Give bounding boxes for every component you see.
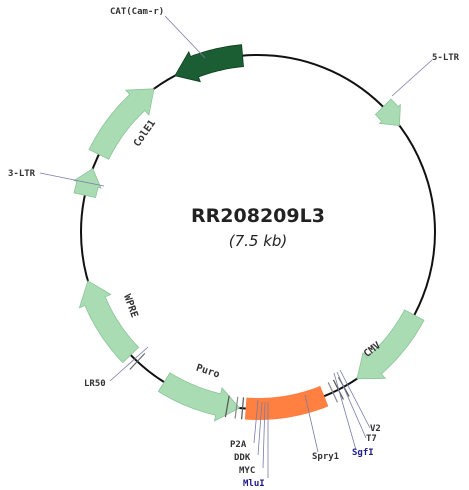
leader — [39, 172, 105, 187]
site-tick — [224, 395, 230, 418]
feature-label: MYC — [239, 466, 255, 476]
plasmid-size: (7.5 kb) — [229, 232, 288, 250]
feature-label: LR50 — [84, 379, 106, 389]
feature-label: ColE1 — [132, 118, 158, 149]
cole1-arrow — [88, 88, 155, 160]
wpre-arrow — [78, 280, 140, 364]
features — [73, 44, 425, 422]
feature-label: 5-LTR — [432, 53, 460, 63]
leader — [257, 401, 263, 456]
leader — [391, 59, 433, 97]
leader — [109, 346, 149, 382]
feature-label: 3-LTR — [8, 169, 36, 179]
feature-label: P2A — [230, 440, 247, 450]
cat-arrow — [174, 44, 244, 83]
ltr5-arrow — [374, 98, 401, 126]
leader — [339, 369, 371, 429]
plasmid-name: RR208209L3 — [191, 205, 325, 227]
leader — [333, 372, 357, 451]
leader — [262, 401, 266, 469]
feature-label: DDK — [234, 453, 251, 463]
leader — [164, 15, 206, 59]
orf-box — [244, 385, 329, 420]
site-tick — [241, 397, 245, 420]
leader — [336, 371, 367, 439]
feature-label: Puro — [195, 363, 221, 381]
feature-label: SgfI — [352, 448, 374, 458]
leader-lines — [39, 15, 433, 478]
feature-label: WPRE — [121, 293, 140, 319]
feature-label: V2 — [370, 424, 381, 434]
site-tick — [129, 352, 146, 370]
feature-label: Spry1 — [312, 452, 339, 462]
site-tick — [234, 396, 239, 419]
site-tick — [327, 382, 339, 403]
feature-label: MluI — [243, 479, 265, 489]
leader — [304, 394, 319, 453]
leader — [253, 399, 259, 444]
cmv-arrow — [356, 309, 425, 380]
feature-label: T7 — [366, 434, 377, 444]
feature-label: CAT(Cam-r) — [110, 7, 164, 17]
puro-arrow — [157, 372, 241, 422]
